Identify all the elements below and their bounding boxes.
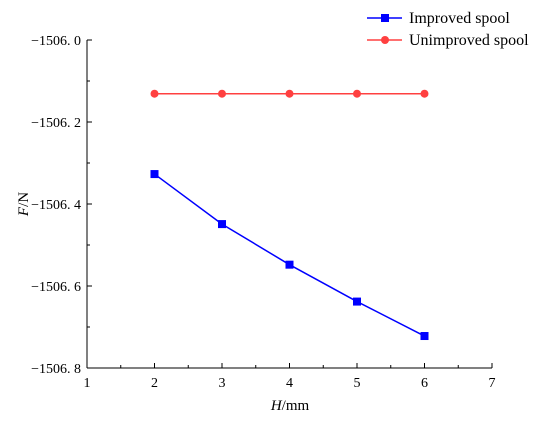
data-point-improved (353, 297, 361, 306)
x-tick-label: 6 (421, 376, 428, 391)
legend-label-improved: Improved spool (409, 10, 510, 27)
legend: Improved spool Unimproved spool (367, 10, 529, 49)
x-tick-label: 7 (489, 376, 496, 391)
data-point-improved (285, 260, 294, 269)
data-point-unimproved (218, 89, 226, 98)
y-tick-label: −1506. 8 (31, 362, 81, 377)
series-line-improved (154, 173, 425, 337)
y-tick-label: −1506. 2 (31, 116, 81, 131)
legend-marker-improved (381, 14, 389, 22)
data-point-unimproved (353, 89, 361, 98)
x-tick-label: 4 (286, 376, 293, 391)
data-point-improved (420, 332, 429, 341)
axes (86, 40, 492, 369)
y-tick-label: −1506. 4 (31, 198, 81, 213)
x-tick-label: 2 (151, 376, 158, 391)
data-point-unimproved (150, 89, 159, 98)
data-point-unimproved (420, 89, 429, 98)
x-tick-label: 3 (219, 376, 226, 391)
series-layer (150, 89, 429, 341)
x-tick-label: 1 (84, 376, 91, 391)
data-point-improved (150, 170, 159, 179)
x-axis-title: H/mm (270, 398, 310, 414)
y-axis-title: F/N (16, 192, 32, 217)
x-tick-label: 5 (354, 376, 361, 391)
data-point-unimproved (285, 89, 294, 98)
y-tick-label: −1506. 0 (31, 34, 81, 49)
legend-marker-unimproved (381, 36, 389, 44)
axis-ticks: −1506. 0 −1506. 2 −1506. 4 −1506. 6 −1506. 8… (31, 34, 495, 391)
legend-label-unimproved: Unimproved spool (409, 32, 529, 49)
data-point-improved (218, 220, 226, 229)
y-tick-label: −1506. 6 (31, 280, 81, 295)
